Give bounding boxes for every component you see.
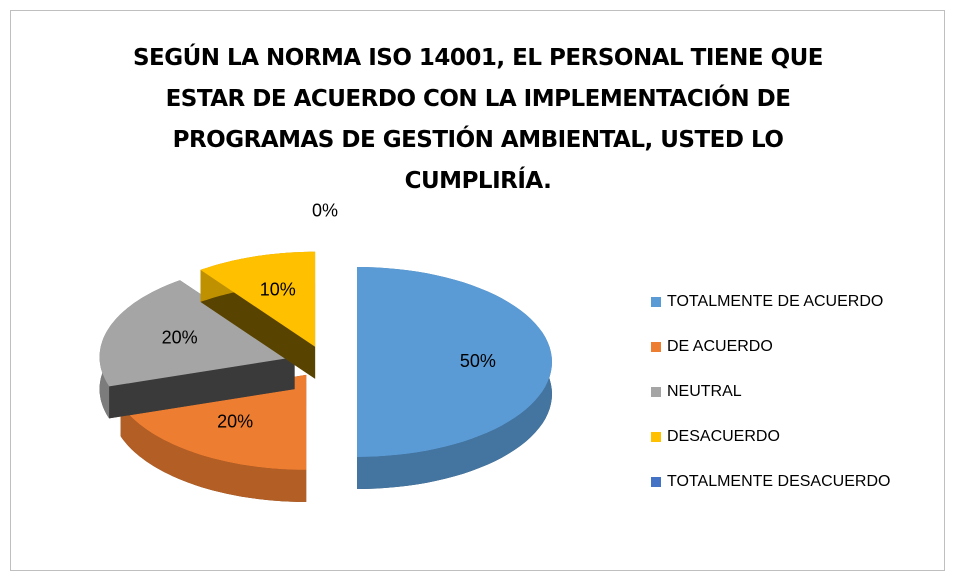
legend-label: TOTALMENTE DESACUERDO [667,473,890,490]
legend-label: DE ACUERDO [667,338,773,355]
slice-side [200,269,316,379]
data-label: 50% [460,351,496,371]
legend-label: TOTALMENTE DE ACUERDO [667,293,883,310]
legend-label: NEUTRAL [667,383,742,400]
slice-side [120,404,307,502]
slice [357,267,552,457]
legend-swatch [651,297,661,307]
legend-swatch [651,432,661,442]
chart-title: SEGÚN LA NORMA ISO 14001, EL PERSONAL TI… [132,45,824,194]
slice [99,280,295,387]
slice-group [200,251,316,379]
data-label: 20% [217,411,253,431]
data-label: 0% [312,201,338,221]
data-label: 10% [260,280,296,300]
slice-group [99,280,295,419]
data-label: 20% [162,328,198,348]
legend-swatch [651,477,661,487]
slice-side [109,357,295,419]
legend-label: DESACUERDO [667,428,780,445]
slice-group [357,267,552,489]
legend-swatch [651,342,661,352]
legend-swatch [651,387,661,397]
slice [200,251,316,347]
